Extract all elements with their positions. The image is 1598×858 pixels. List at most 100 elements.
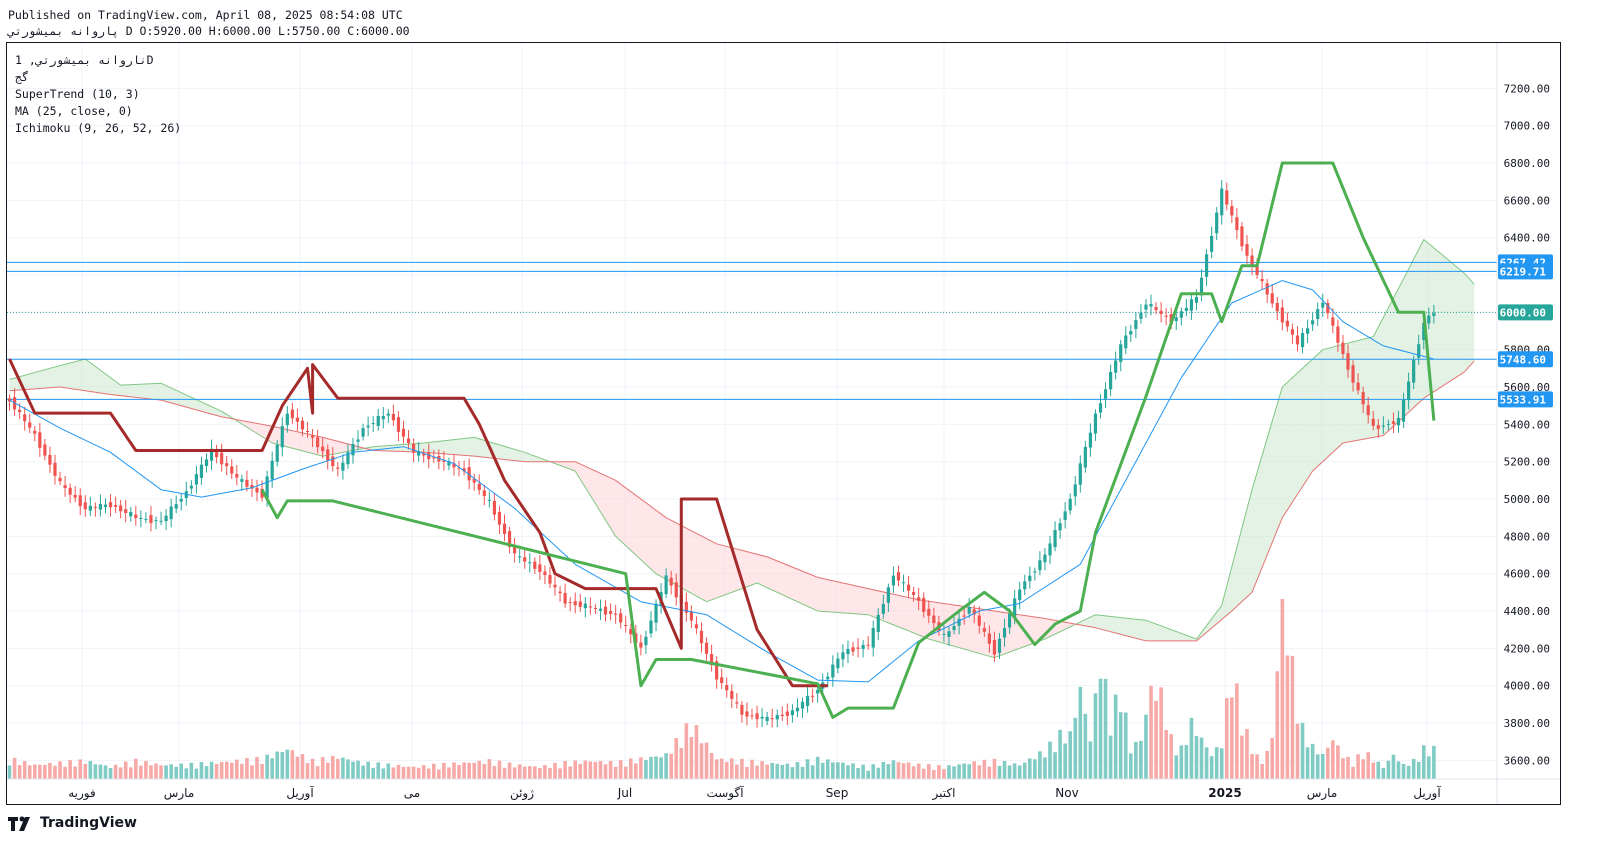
candle-body: [992, 639, 997, 655]
volume-bar: [992, 758, 997, 779]
volume-bar: [431, 763, 436, 779]
candle-body: [1124, 335, 1128, 349]
cloud-segment: [494, 443, 500, 459]
volume-bar: [876, 767, 881, 779]
volume-bar: [229, 762, 234, 779]
volume-bar: [891, 760, 896, 779]
cloud-segment: [504, 446, 510, 460]
price-chart[interactable]: 3600.00 3800.00 4000.00 4200.00 4400.00 4600.…: [7, 43, 1560, 804]
cloud-segment: [812, 575, 818, 611]
candle-body: [462, 468, 466, 472]
volume-bar: [78, 759, 83, 779]
volume-bar: [270, 758, 274, 779]
volume-bar: [1219, 748, 1224, 779]
volume-bar: [1144, 714, 1148, 779]
cloud-segment: [1307, 359, 1313, 479]
candle-body: [553, 584, 557, 588]
candle-body: [1048, 543, 1052, 556]
cloud-segment: [1186, 635, 1192, 641]
cloud-segment: [1140, 619, 1146, 641]
cloud-segment: [1110, 616, 1116, 634]
cloud-segment: [1322, 348, 1328, 462]
volume-bar: [881, 761, 886, 779]
volume-bar: [38, 764, 42, 779]
volume-bar: [1240, 735, 1244, 779]
volume-bar: [1093, 693, 1098, 779]
price-tick-label: 6400.00: [1504, 232, 1550, 245]
chart-frame[interactable]: 3600.00 3800.00 4000.00 4200.00 4400.00 4600.…: [6, 42, 1561, 805]
candle-body: [760, 716, 764, 719]
candle-body: [1346, 353, 1350, 370]
candle-body: [1341, 342, 1345, 354]
cloud-segment: [1312, 354, 1318, 471]
candle-body: [1275, 302, 1279, 312]
volume-bar: [517, 764, 522, 779]
candle-body: [1043, 554, 1047, 563]
volume-bar: [785, 763, 790, 779]
candle-body: [725, 684, 729, 691]
volume-bar: [775, 763, 780, 779]
candle-body: [381, 416, 385, 420]
cloud-segment: [49, 367, 55, 388]
candle-body: [811, 695, 815, 697]
tradingview-logo-icon: [8, 816, 30, 831]
volume-bar: [1245, 728, 1249, 779]
volume-bar: [548, 767, 552, 779]
volume-bar: [583, 760, 588, 779]
time-tick-label: Sep: [826, 786, 849, 800]
volume-bar: [972, 761, 977, 779]
candle-body: [240, 479, 244, 482]
cloud-segment: [186, 394, 192, 409]
candle-body: [563, 592, 567, 604]
cloud-segment: [640, 499, 646, 565]
legend-supertrend[interactable]: SuperTrend (10, 3): [15, 87, 140, 101]
volume-bar: [179, 763, 184, 779]
volume-bar: [1007, 765, 1012, 779]
volume-bar: [492, 766, 497, 779]
cloud-segment: [1166, 627, 1172, 641]
volume-bar: [553, 762, 557, 779]
volume-bar: [810, 765, 815, 779]
volume-bar: [103, 765, 108, 779]
cloud-segment: [974, 608, 980, 654]
volume-bar: [815, 756, 820, 779]
volume-bar: [240, 763, 244, 779]
legend-ma[interactable]: MA (25, close, 0): [15, 104, 133, 118]
candle-body: [502, 523, 507, 535]
cloud-segment: [1292, 373, 1298, 503]
candle-body: [654, 603, 658, 623]
cloud-segment: [666, 517, 672, 583]
cloud-segment: [585, 466, 591, 496]
candle-body: [614, 613, 618, 615]
volume-bar: [719, 758, 724, 779]
cloud-segment: [1135, 619, 1141, 640]
legend-ichimoku[interactable]: Ichimoku (9, 26, 52, 26): [15, 121, 182, 135]
cloud-segment: [191, 397, 197, 410]
candle-body: [98, 503, 103, 510]
cloud-segment: [105, 373, 111, 395]
candle-body: [38, 432, 42, 448]
volume-bar: [1174, 755, 1179, 779]
candle-body: [1285, 320, 1289, 327]
cloud-segment: [524, 452, 530, 462]
volume-bar: [846, 765, 850, 779]
volume-bar: [937, 765, 941, 779]
volume-bar: [346, 759, 350, 779]
time-tick-label: ﺁﻭﺭﯾﻞ: [286, 785, 314, 801]
cloud-segment: [1353, 340, 1359, 442]
volume-bar: [1366, 752, 1371, 779]
cloud-segment: [433, 441, 439, 454]
cloud-segment: [297, 431, 303, 451]
volume-bar: [391, 767, 396, 779]
volume-bar: [795, 762, 800, 779]
candle-body: [952, 626, 956, 631]
candle-body: [831, 664, 835, 678]
price-tick-label: 7200.00: [1504, 82, 1550, 95]
volume-bar: [1204, 747, 1209, 779]
volume-bar: [851, 763, 855, 779]
candle-body: [68, 487, 72, 495]
cloud-segment: [1090, 614, 1096, 628]
volume-bar: [260, 763, 264, 779]
cloud-segment: [969, 607, 975, 652]
volume-bar: [1108, 735, 1113, 779]
